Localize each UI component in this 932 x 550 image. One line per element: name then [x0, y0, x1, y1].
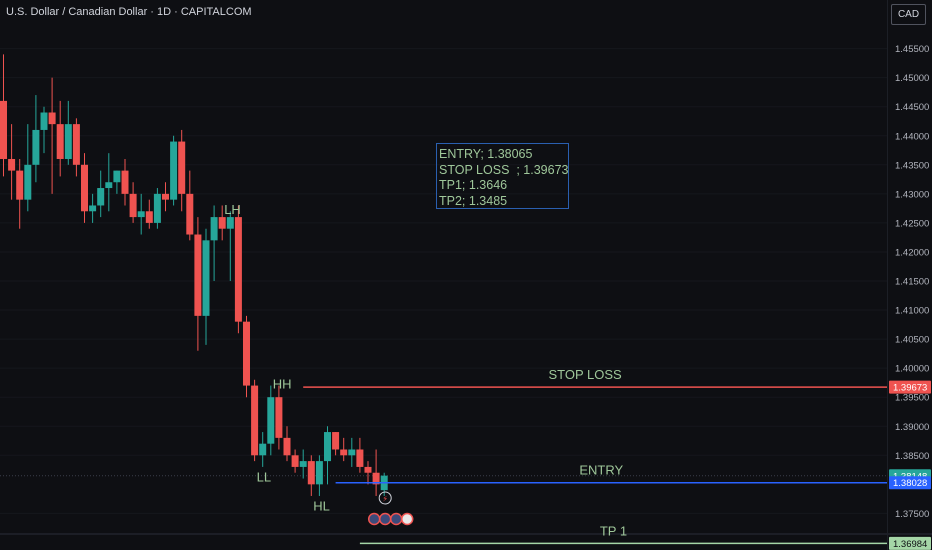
- candle-body[interactable]: [340, 449, 348, 456]
- tp1-price-tag-text: 1.36984: [893, 539, 927, 550]
- candle-body[interactable]: [372, 472, 380, 485]
- y-tick-label: 1.44500: [895, 102, 929, 113]
- candle-body[interactable]: [170, 141, 178, 200]
- info-tp1: TP1; 1.3646: [439, 178, 508, 192]
- candle-body[interactable]: [137, 211, 145, 218]
- y-tick-label: 1.40500: [895, 335, 929, 346]
- candle-body[interactable]: [275, 397, 283, 438]
- candle-body[interactable]: [81, 164, 88, 212]
- y-tick-label: 1.41500: [895, 277, 929, 288]
- candle-body[interactable]: [40, 112, 48, 130]
- candle-body[interactable]: [364, 466, 372, 473]
- candle-body[interactable]: [315, 461, 323, 485]
- candle-body[interactable]: [283, 437, 291, 456]
- economic-event-icon[interactable]: [378, 512, 392, 526]
- candle-body[interactable]: [32, 129, 40, 165]
- tp1-price-tag: [889, 536, 931, 550]
- candle-body[interactable]: [210, 217, 218, 241]
- y-tick-label: 1.43500: [895, 160, 929, 171]
- stop-loss-price-tag: [889, 380, 931, 394]
- swing-label-lh: LH: [224, 202, 241, 217]
- y-tick-label: 1.43000: [895, 189, 929, 200]
- currency-button[interactable]: CAD: [891, 4, 926, 25]
- lightning-icon[interactable]: [378, 491, 392, 505]
- candle-body[interactable]: [348, 449, 356, 456]
- candle-body[interactable]: [129, 193, 137, 218]
- entry-price-tag: [889, 476, 931, 490]
- y-tick-label: 1.42000: [895, 247, 929, 258]
- candle-body[interactable]: [72, 124, 80, 165]
- y-tick-label: 1.37500: [895, 509, 929, 520]
- candle-body[interactable]: [291, 455, 299, 467]
- candle-body[interactable]: [97, 188, 105, 206]
- lightning-glyph: ⚡: [382, 495, 388, 504]
- info-stop-loss: STOP LOSS ; 1.39673: [439, 162, 569, 177]
- candle-body[interactable]: [324, 432, 331, 462]
- economic-event-icon[interactable]: [367, 512, 381, 526]
- candle-body[interactable]: [113, 170, 121, 183]
- y-tick-label: 1.39000: [895, 422, 929, 433]
- candle-body[interactable]: [186, 193, 194, 235]
- candle-body[interactable]: [307, 461, 315, 485]
- tp1-label: TP 1: [600, 523, 627, 538]
- candle-body[interactable]: [267, 397, 275, 444]
- entry-label: ENTRY: [579, 463, 623, 478]
- candle-body[interactable]: [145, 211, 153, 223]
- info-entry: ENTRY; 1.38065: [439, 147, 533, 161]
- candle-body[interactable]: [194, 234, 202, 316]
- candle-body[interactable]: [356, 449, 364, 467]
- candle-body[interactable]: [0, 100, 7, 159]
- candle-body[interactable]: [226, 217, 234, 229]
- candle-body[interactable]: [24, 164, 32, 200]
- trade-info-box[interactable]: ENTRY; 1.38065 STOP LOSS ; 1.39673 TP1; 1.…: [436, 143, 569, 209]
- y-tick-label: 1.45000: [895, 73, 929, 84]
- stop-loss-label: STOP LOSS: [548, 367, 622, 382]
- candle-body[interactable]: [162, 193, 169, 200]
- candle-body[interactable]: [251, 385, 259, 456]
- y-tick-label: 1.42500: [895, 218, 929, 229]
- candle-body[interactable]: [243, 321, 250, 386]
- candle-body[interactable]: [89, 205, 97, 212]
- candle-body[interactable]: [332, 432, 340, 450]
- candle-body[interactable]: [218, 217, 226, 229]
- candle-body[interactable]: [259, 443, 267, 456]
- y-tick-label: 1.40000: [895, 364, 929, 375]
- y-tick-label: 1.38500: [895, 451, 929, 462]
- candle-body[interactable]: [178, 141, 186, 194]
- swing-label-ll: LL: [257, 469, 271, 484]
- candle-body[interactable]: [56, 124, 64, 159]
- y-tick-label: 1.45500: [895, 44, 929, 55]
- swing-label-hl: HL: [313, 498, 330, 513]
- y-tick-label: 1.41000: [895, 306, 929, 317]
- y-tick-label: 1.44000: [895, 131, 929, 142]
- candle-body[interactable]: [64, 124, 72, 159]
- y-tick-label: 1.39500: [895, 393, 929, 404]
- candle-body[interactable]: [16, 170, 24, 200]
- candle-body[interactable]: [48, 112, 56, 125]
- candle-body[interactable]: [8, 158, 16, 171]
- candle-body[interactable]: [105, 182, 113, 189]
- entry-price-tag-text: 1.38028: [893, 478, 927, 489]
- info-tp2: TP2; 1.3485: [439, 193, 508, 208]
- economic-event-icon[interactable]: [400, 512, 414, 526]
- candle-body[interactable]: [153, 193, 161, 223]
- swing-label-hh: HH: [273, 376, 292, 391]
- candle-body[interactable]: [121, 170, 129, 194]
- economic-event-icon[interactable]: [389, 512, 403, 526]
- stop-loss-price-tag-text: 1.39673: [893, 383, 927, 394]
- candle-body[interactable]: [202, 240, 210, 316]
- candle-body[interactable]: [299, 461, 307, 467]
- symbol-title[interactable]: U.S. Dollar / Canadian Dollar · 1D · CAP…: [6, 6, 252, 18]
- candle-body[interactable]: [234, 217, 242, 322]
